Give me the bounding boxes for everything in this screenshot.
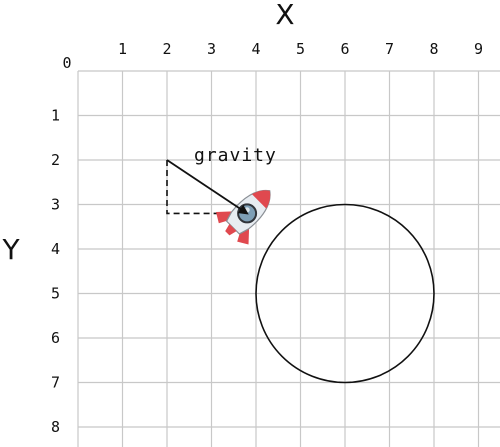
x-tick-label: 7 <box>385 40 394 58</box>
x-tick-label: 3 <box>207 40 216 58</box>
y-axis-ticks: 1 2 3 4 5 6 7 8 <box>51 107 60 437</box>
y-tick-label: 6 <box>51 329 60 347</box>
x-axis-title: X <box>275 0 294 31</box>
y-tick-label: 8 <box>51 418 60 436</box>
y-tick-label: 2 <box>51 151 60 169</box>
rocket-nose <box>252 190 271 209</box>
grid-lines <box>77 70 500 447</box>
x-tick-label: 6 <box>340 40 349 58</box>
x-tick-label: 2 <box>162 40 171 58</box>
circle-shape <box>255 203 435 384</box>
rocket-exhaust <box>225 224 237 236</box>
y-tick-label: 5 <box>51 285 60 303</box>
gravity-vector-arrow <box>166 159 249 215</box>
y-tick-label: 7 <box>51 374 60 392</box>
x-tick-label: 8 <box>429 40 438 58</box>
y-tick-label: 4 <box>51 240 60 258</box>
x-tick-label: 1 <box>118 40 127 58</box>
y-tick-label: 1 <box>51 107 60 125</box>
x-tick-label: 4 <box>251 40 260 58</box>
x-tick-label: 9 <box>474 40 483 58</box>
gravity-component-lines <box>166 160 248 215</box>
y-tick-label: 3 <box>51 196 60 214</box>
origin-label: 0 <box>62 54 71 72</box>
x-tick-label: 5 <box>296 40 305 58</box>
x-axis-ticks: 1 2 3 4 5 6 7 8 9 <box>118 40 483 58</box>
y-axis-title: Y <box>1 233 20 266</box>
gravity-label: gravity <box>194 145 277 166</box>
